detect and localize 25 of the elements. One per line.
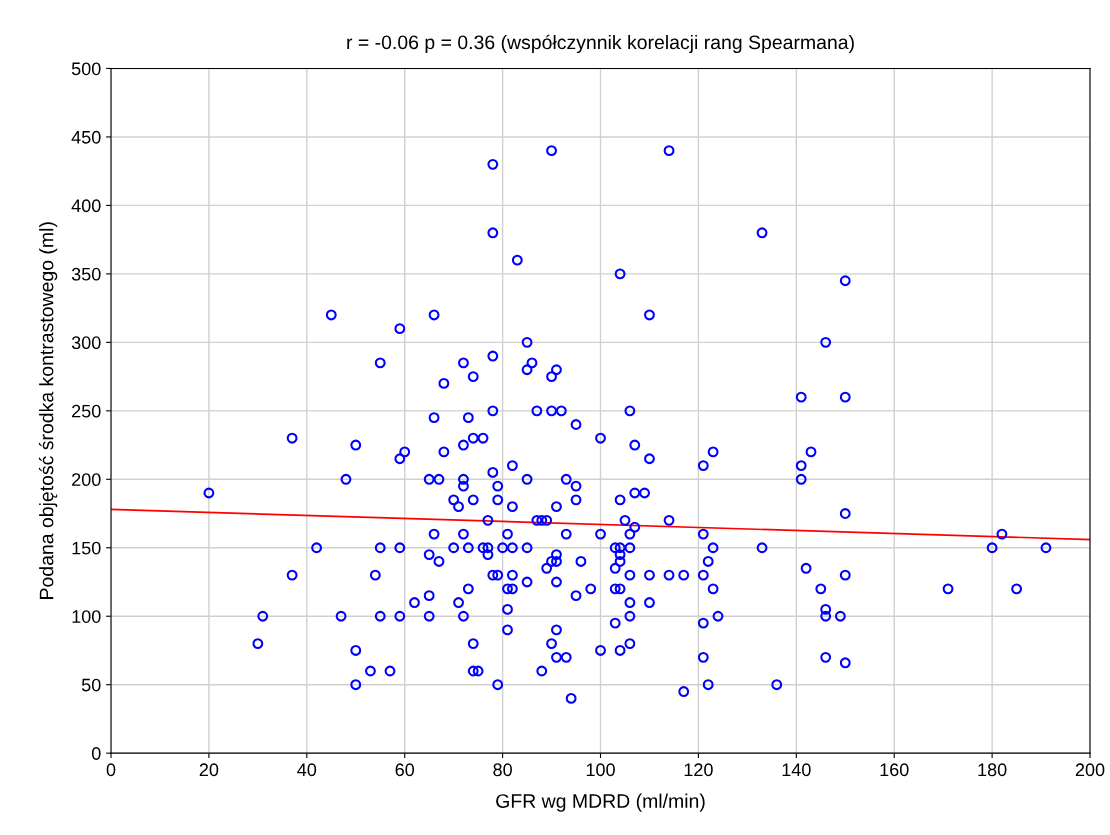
y-tick-label: 100 <box>72 610 101 623</box>
x-tick-label: 200 <box>1075 763 1105 777</box>
y-tick-label: 350 <box>71 267 101 281</box>
x-axis-title: GFR wg MDRD (ml/min) <box>496 793 705 812</box>
x-tick-label: 160 <box>880 763 909 777</box>
x-tick-label: 140 <box>782 763 811 777</box>
x-tick-label: 120 <box>684 763 713 777</box>
x-tick-label: 0 <box>106 763 116 777</box>
x-tick-label: 100 <box>586 763 615 777</box>
x-tick-label: 60 <box>395 763 415 777</box>
x-tick-label: 20 <box>199 763 219 777</box>
x-tick-label: 180 <box>978 763 1007 777</box>
y-tick-label: 450 <box>71 130 101 144</box>
y-tick-label: 300 <box>71 336 101 350</box>
y-tick-label: 400 <box>71 199 101 213</box>
y-tick-label: 200 <box>72 473 101 487</box>
y-tick-label: 500 <box>71 62 101 76</box>
y-tick-label: 250 <box>72 404 101 418</box>
y-axis-title: Podana objętość środka kontrastowego (ml) <box>38 222 58 599</box>
chart-title: r = -0.06 p = 0.36 (współczynnik korelacji rang Spearmana) <box>347 34 854 54</box>
y-tick-label: 150 <box>72 541 101 555</box>
x-tick-label: 40 <box>297 763 317 777</box>
x-tick-label: 80 <box>493 763 512 777</box>
y-tick-label: 50 <box>81 678 101 692</box>
y-tick-label: 0 <box>91 747 101 760</box>
